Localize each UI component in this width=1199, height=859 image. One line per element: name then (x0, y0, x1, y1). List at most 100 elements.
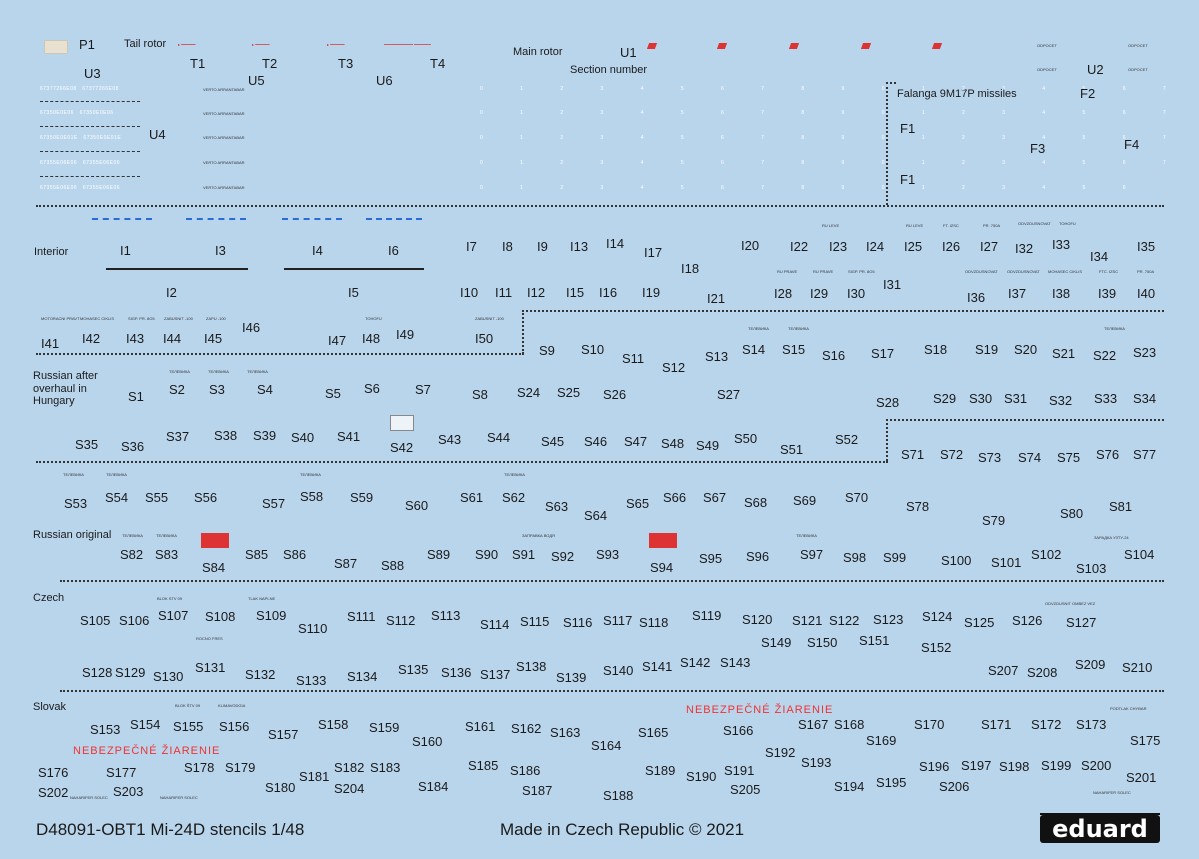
decal-label-s115: S115 (520, 614, 550, 629)
t3-stencil: ▸ ━━━━━━ (327, 42, 345, 47)
decal-label-s187: S187 (522, 783, 553, 798)
decal-label-s173: S173 (1076, 717, 1107, 732)
decal-label-i30: I30 (847, 286, 866, 301)
decal-label-s20: S20 (1014, 342, 1038, 357)
stencil-text-: ТЕЛЕВИКА (247, 369, 268, 374)
decal-label-s114: S114 (480, 617, 510, 632)
stencil-text-odvzdusnovat: ODVZDUSNOVAT (1007, 269, 1040, 274)
divider-slovak-top (60, 690, 1164, 692)
s84-red-label (201, 533, 229, 548)
stencil-text-: ЗАПРАВКА ВОДЯ (522, 533, 555, 538)
stencil-text-verto-arrantabar: VERTO ARRANTABAR (203, 135, 245, 140)
stencil-text-odpocet: ODPOCET (1037, 43, 1057, 48)
stencil-text-24: ЗАРАДКА УЗТУ-24 (1094, 535, 1129, 540)
i3-blue-bar (186, 218, 246, 220)
stencil-text-: ТЕЛЕВИКА (106, 472, 127, 477)
stencil-text-odvzdusnovat: ODVZDUSNOVAT (1018, 221, 1051, 226)
decal-label-s156: S156 (219, 719, 250, 734)
decal-label-s178: S178 (184, 760, 215, 775)
stencil-text-ru-prave: RU PRAVE (813, 269, 834, 274)
decal-label-i22: I22 (790, 239, 809, 254)
decal-label-f1: F1 (900, 172, 916, 187)
decal-label-s182: S182 (334, 760, 365, 775)
decal-label-i17: I17 (644, 245, 663, 260)
decal-label-s181: S181 (299, 769, 330, 784)
decal-label-s43: S43 (438, 432, 462, 447)
i2-scale (106, 268, 248, 276)
decal-label-s116: S116 (563, 615, 593, 630)
decal-label-i18: I18 (681, 261, 700, 276)
decal-label-s61: S61 (460, 490, 484, 505)
decal-label-s67: S67 (703, 490, 727, 505)
decal-label-s36: S36 (121, 439, 145, 454)
decal-label-s205: S205 (730, 782, 761, 797)
decal-label-s49: S49 (696, 438, 720, 453)
decal-label-u4: U4 (149, 127, 166, 142)
decal-label-s6: S6 (364, 381, 380, 396)
decal-label-s203: S203 (113, 784, 144, 799)
decal-label-s134: S134 (347, 669, 378, 684)
section-russian-after-overhaul: Russian after overhaul in Hungary (33, 370, 98, 408)
stencil-text-: ТЕЛЕВИКА (796, 533, 817, 538)
decal-label-s87: S87 (334, 556, 358, 571)
section-section-number: Section number (570, 64, 648, 76)
decal-label-s18: S18 (924, 342, 948, 357)
stencil-text-verto-arrantabar: VERTO ARRANTABAR (203, 185, 245, 190)
decal-label-s56: S56 (194, 490, 218, 505)
stencil-text-odpocet: ODPOCET (1037, 67, 1057, 72)
warning-nebezpe-n-iarenie: NEBEZPEČNÉ ŽIARENIE (73, 745, 221, 757)
decal-label-s82: S82 (120, 547, 144, 562)
decal-label-s35: S35 (75, 437, 99, 452)
decal-label-s210: S210 (1122, 660, 1153, 675)
decal-label-s32: S32 (1049, 393, 1073, 408)
decal-label-s136: S136 (441, 665, 472, 680)
decal-label-s77: S77 (1133, 447, 1157, 462)
decal-label-s47: S47 (624, 434, 648, 449)
decal-label-t3: T3 (338, 56, 354, 71)
t1-stencil: ▸ ━━━━━━ (178, 42, 196, 47)
decal-label-s125: S125 (964, 615, 995, 630)
decal-label-u1: U1 (620, 45, 637, 60)
brand-stripe (1040, 813, 1160, 815)
stencil-text-: ТЕЛЕВИКА (1104, 326, 1125, 331)
decal-label-s92: S92 (551, 549, 575, 564)
decal-label-i45: I45 (204, 331, 223, 346)
decal-label-s90: S90 (475, 547, 499, 562)
decal-label-s161: S161 (465, 719, 496, 734)
stencil-text-: ТЕЛЕВИКА (122, 533, 143, 538)
decal-label-i2: I2 (166, 285, 177, 300)
decal-label-s71: S71 (901, 447, 925, 462)
decal-label-s41: S41 (337, 429, 361, 444)
decal-label-p1: P1 (79, 37, 95, 52)
decal-label-s118: S118 (639, 615, 669, 630)
decal-label-s105: S105 (80, 613, 111, 628)
s42-box (390, 415, 414, 431)
section-number-row-2: 0 1 2 3 4 5 6 7 8 9 0 1 2 3 4 5 6 7 (480, 110, 1184, 116)
decal-label-s12: S12 (662, 360, 686, 375)
decal-label-s69: S69 (793, 493, 817, 508)
stencil-text-: ТЕЛЕВИКА (156, 533, 177, 538)
divider-falanga-left (886, 82, 888, 205)
decal-label-i7: I7 (466, 239, 477, 254)
decal-label-i35: I35 (1137, 239, 1156, 254)
decal-label-s55: S55 (145, 490, 169, 505)
decal-label-s75: S75 (1057, 450, 1081, 465)
decal-label-s193: S193 (801, 755, 832, 770)
divider-top (36, 205, 1164, 207)
decal-label-i37: I37 (1008, 286, 1027, 301)
warning-nebezpe-n-iarenie: NEBEZPEČNÉ ŽIARENIE (686, 704, 834, 716)
decal-label-s197: S197 (961, 758, 992, 773)
decal-label-s140: S140 (603, 663, 634, 678)
decal-label-s22: S22 (1093, 348, 1117, 363)
stencil-text-naharifer-solec: NAHARIFER SOLEC (70, 795, 108, 800)
decal-label-s34: S34 (1133, 391, 1157, 406)
decal-label-s80: S80 (1060, 506, 1084, 521)
stencil-text-podtlak-chybar: PODTLAK CHYBAR (1110, 706, 1147, 711)
decal-label-s97: S97 (800, 547, 824, 562)
u1-red-mark-2 (716, 43, 728, 49)
section-number-row-5: 0 1 2 3 4 5 6 7 8 9 0 1 2 3 4 5 6 (480, 185, 1144, 191)
decal-label-s99: S99 (883, 550, 907, 565)
section-tail-rotor: Tail rotor (124, 38, 167, 50)
decal-label-s3: S3 (209, 382, 225, 397)
decal-label-s26: S26 (603, 387, 627, 402)
